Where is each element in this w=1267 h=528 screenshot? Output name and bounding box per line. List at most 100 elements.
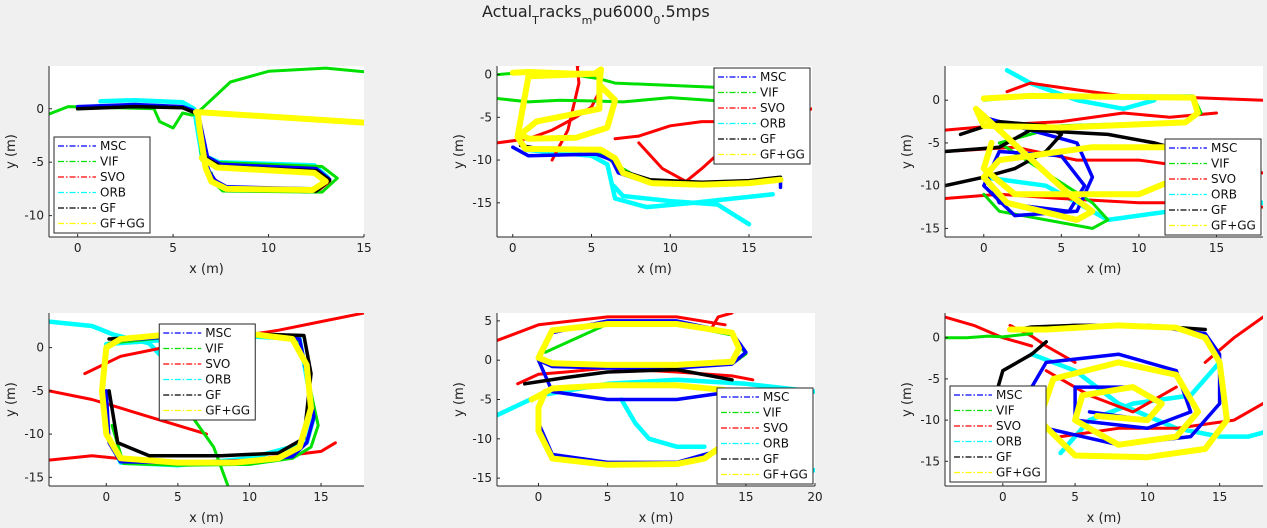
legend-label: ORB: [1211, 188, 1237, 202]
y-tick-label: -10: [472, 432, 492, 446]
series-line-gf-gg: [509, 66, 784, 188]
y-tick-label: -5: [928, 136, 940, 150]
legend-label: SVO: [1211, 172, 1236, 186]
legend-label: GF+GG: [1211, 219, 1256, 233]
x-tick-label: 10: [663, 241, 678, 255]
legend-label: SVO: [996, 419, 1021, 433]
x-axis-label: x (m): [1087, 511, 1122, 526]
y-axis-label: y (m): [452, 134, 467, 169]
title-part: Actual: [482, 2, 532, 21]
x-tick-label: 10: [669, 490, 684, 504]
legend-label: GF+GG: [996, 466, 1041, 480]
legend-label: MSC: [1211, 141, 1237, 155]
x-tick-label: 15: [313, 490, 328, 504]
series-group: [49, 66, 364, 194]
legend-label: ORB: [100, 186, 126, 200]
x-tick-label: 0: [509, 241, 517, 255]
x-tick-label: 5: [1058, 241, 1066, 255]
series-line-msc: [982, 115, 1095, 218]
legend-label: GF: [100, 201, 116, 215]
x-tick-label: 10: [1131, 241, 1146, 255]
x-tick-label: 5: [174, 490, 182, 504]
legend-label: GF+GG: [100, 217, 145, 231]
series-line-gf-gg: [535, 321, 742, 368]
series-line-gf: [522, 367, 734, 386]
legend-label: SVO: [205, 357, 230, 371]
x-tick-label: 0: [102, 490, 110, 504]
series-line-svo: [709, 313, 734, 331]
legend-label: GF: [763, 452, 779, 466]
series-line-vif: [945, 332, 1034, 340]
x-tick-label: 0: [535, 490, 543, 504]
y-tick-label: -15: [472, 196, 492, 210]
legend-label: ORB: [996, 435, 1022, 449]
legend-label: ORB: [760, 117, 786, 131]
legend-label: VIF: [100, 155, 119, 169]
y-tick-label: -15: [24, 470, 44, 484]
x-tick-label: 10: [242, 490, 257, 504]
legend-label: GF: [996, 450, 1012, 464]
series-line-orb: [611, 183, 752, 227]
title-part: 0: [653, 14, 660, 27]
series-line-svo: [497, 90, 601, 145]
legend-label: SVO: [763, 421, 788, 435]
series-group: [945, 68, 1263, 230]
legend-label: SVO: [100, 170, 125, 184]
y-tick-label: -10: [24, 209, 44, 223]
y-tick-label: -5: [480, 393, 492, 407]
legend-label: VIF: [1211, 157, 1230, 171]
series-line-gf-gg: [1007, 322, 1230, 461]
y-axis-label: y (m): [900, 134, 915, 169]
legend-label: MSC: [100, 139, 126, 153]
legend-label: VIF: [996, 404, 1015, 418]
y-axis-label: y (m): [452, 382, 467, 417]
legend-label: GF+GG: [763, 468, 808, 482]
series-line-orb: [619, 397, 707, 449]
x-tick-label: 15: [741, 241, 756, 255]
y-tick-label: -5: [928, 372, 940, 386]
y-tick-label: 0: [484, 353, 492, 367]
y-tick-label: 0: [932, 93, 940, 107]
title-part: T: [531, 14, 539, 27]
legend-label: GF+GG: [205, 404, 250, 418]
x-tick-label: 0: [980, 241, 988, 255]
x-tick-label: 15: [738, 490, 753, 504]
legend-box: [949, 385, 1047, 483]
series-line-orb: [1058, 360, 1222, 456]
series-line-svo: [497, 315, 727, 342]
series-line-orb: [523, 147, 775, 210]
title-part: pu6000: [592, 2, 653, 21]
title-part: .5mps: [660, 2, 709, 21]
y-tick-label: -5: [32, 155, 44, 169]
legend-label: SVO: [760, 101, 785, 115]
x-tick-label: 10: [261, 241, 276, 255]
x-tick-label: 0: [74, 241, 82, 255]
x-axis-label: x (m): [1087, 262, 1122, 277]
y-tick-label: -10: [920, 413, 940, 427]
legend-label: GF: [760, 132, 776, 146]
series-line-svo: [49, 389, 208, 436]
x-tick-label: 5: [588, 241, 596, 255]
x-tick-label: 5: [1071, 490, 1079, 504]
x-axis-label: x (m): [637, 262, 672, 277]
y-tick-label: -15: [472, 471, 492, 485]
x-tick-label: 5: [169, 241, 177, 255]
y-tick-label: -10: [24, 427, 44, 441]
legend-label: GF+GG: [760, 148, 805, 162]
y-tick-label: -5: [32, 384, 44, 398]
y-tick-label: -5: [480, 110, 492, 124]
legend-label: VIF: [760, 86, 779, 100]
legend-label: MSC: [205, 326, 231, 340]
x-axis-label: x (m): [639, 511, 674, 526]
series-group: [497, 66, 812, 227]
